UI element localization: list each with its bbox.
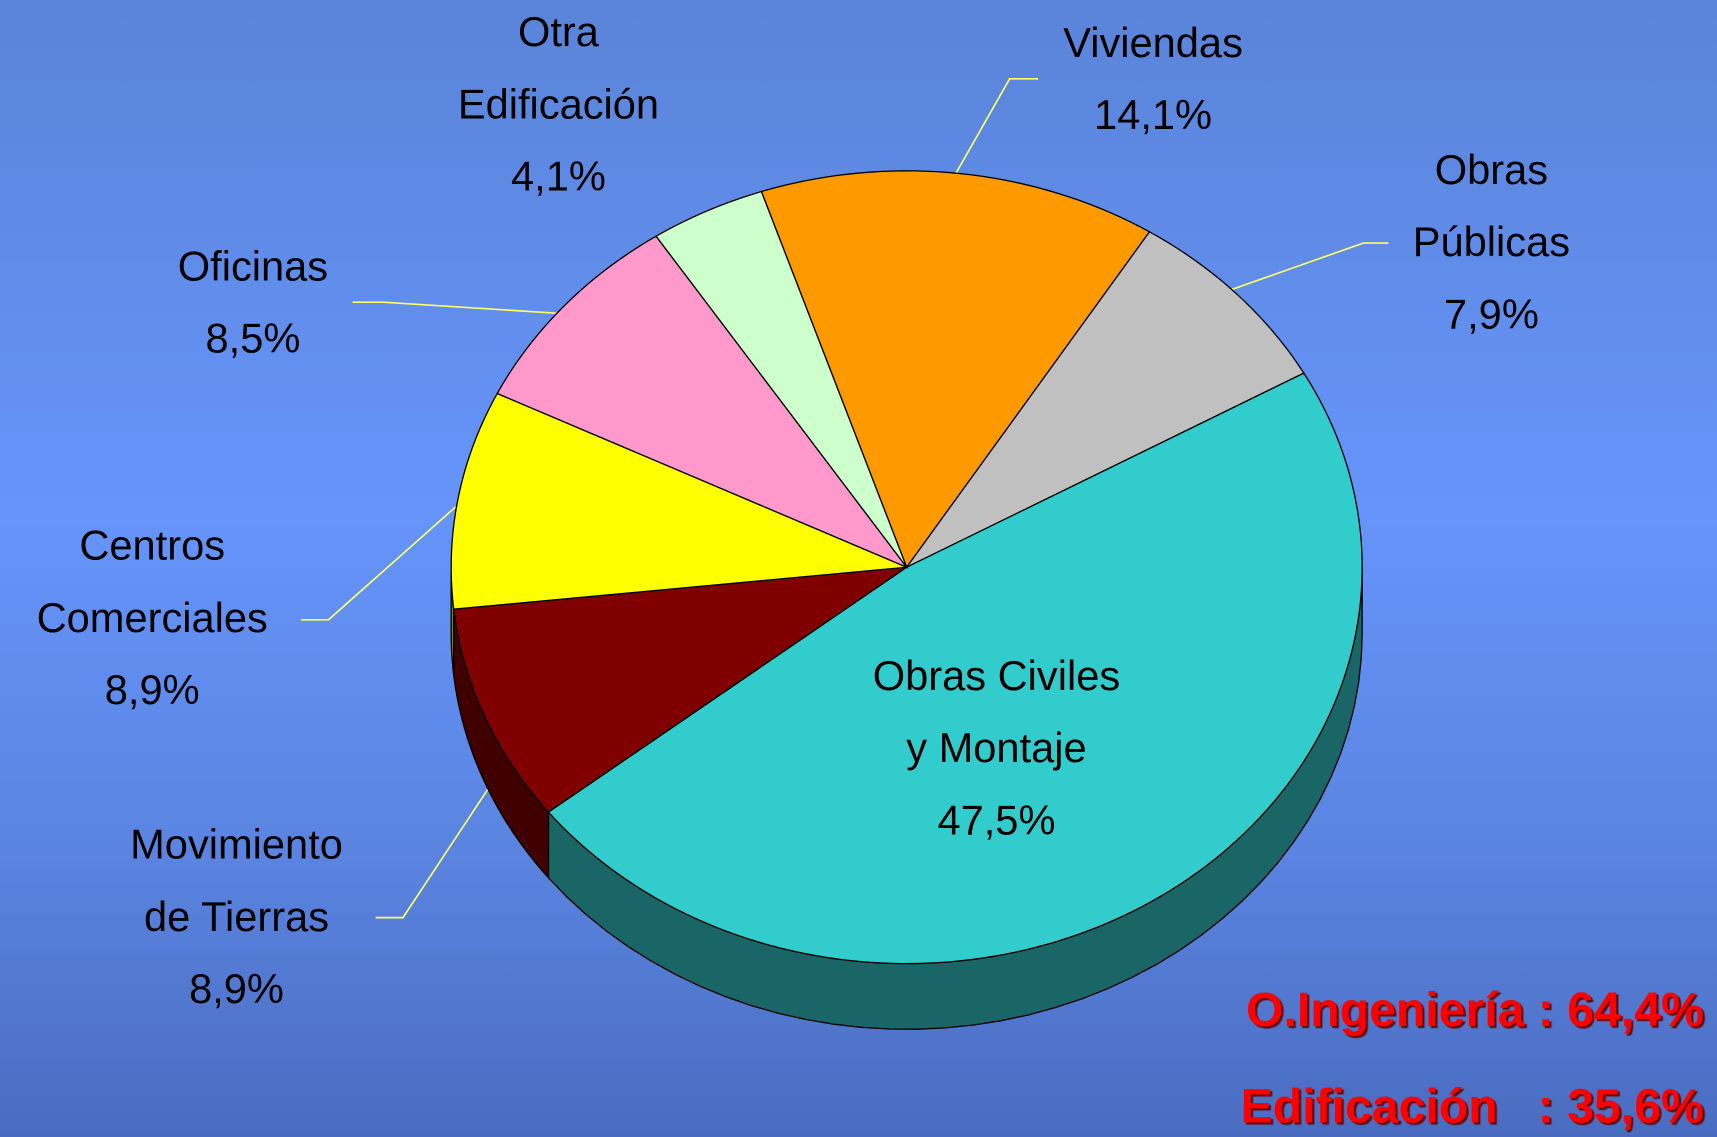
value-label: 47,5% [937,798,1056,845]
pie-slice [547,372,1363,965]
slice-label: Oficinas 8,5% [178,231,328,376]
value-label: 8,9% [104,667,200,714]
pie-slice [452,566,910,813]
category-label: Movimiento de Tierras [130,822,343,941]
value-label: 8,5% [205,316,301,363]
slice-label: Obras Civiles y Montaje 47,5% [873,641,1120,858]
annotation: O.Ingeniería : 64,4% [1245,983,1704,1037]
leader-line [352,301,557,314]
value-label: 8,9% [189,966,284,1013]
category-label: Obras Civiles y Montaje [872,653,1121,772]
leader-line [954,78,1039,176]
pie-slice [906,230,1305,568]
slice-label: Obras Públicas 7,9% [1413,135,1570,352]
pie-slice [760,170,1151,569]
pie-tops [450,170,1363,965]
annotation: Edificación : 35,6% [1240,1079,1704,1134]
value-label: 4,1% [511,154,606,201]
slice-label: Centros Comerciales 8,9% [37,510,268,727]
category-label: Viviendas [1063,20,1243,67]
pie-slice [450,392,907,610]
value-label: 14,1% [1094,93,1213,140]
category-label: Centros Comerciales [36,523,268,642]
category-label: Otra Edificación [457,9,660,129]
leader-lines [301,78,1389,919]
leader-line [1229,242,1389,291]
slice-label: Movimiento de Tierras 8,9% [130,809,343,1026]
category-label: Oficinas [177,244,329,291]
leader-line [375,787,490,919]
pie-slice [496,235,909,569]
category-label: Obras Públicas [1412,147,1571,267]
leader-line [301,506,457,621]
slice-label: Otra Edificación 4,1% [458,0,659,214]
slice-label: Viviendas 14,1% [1063,8,1243,153]
pie-slice [655,190,908,568]
value-label: 7,9% [1443,292,1539,339]
